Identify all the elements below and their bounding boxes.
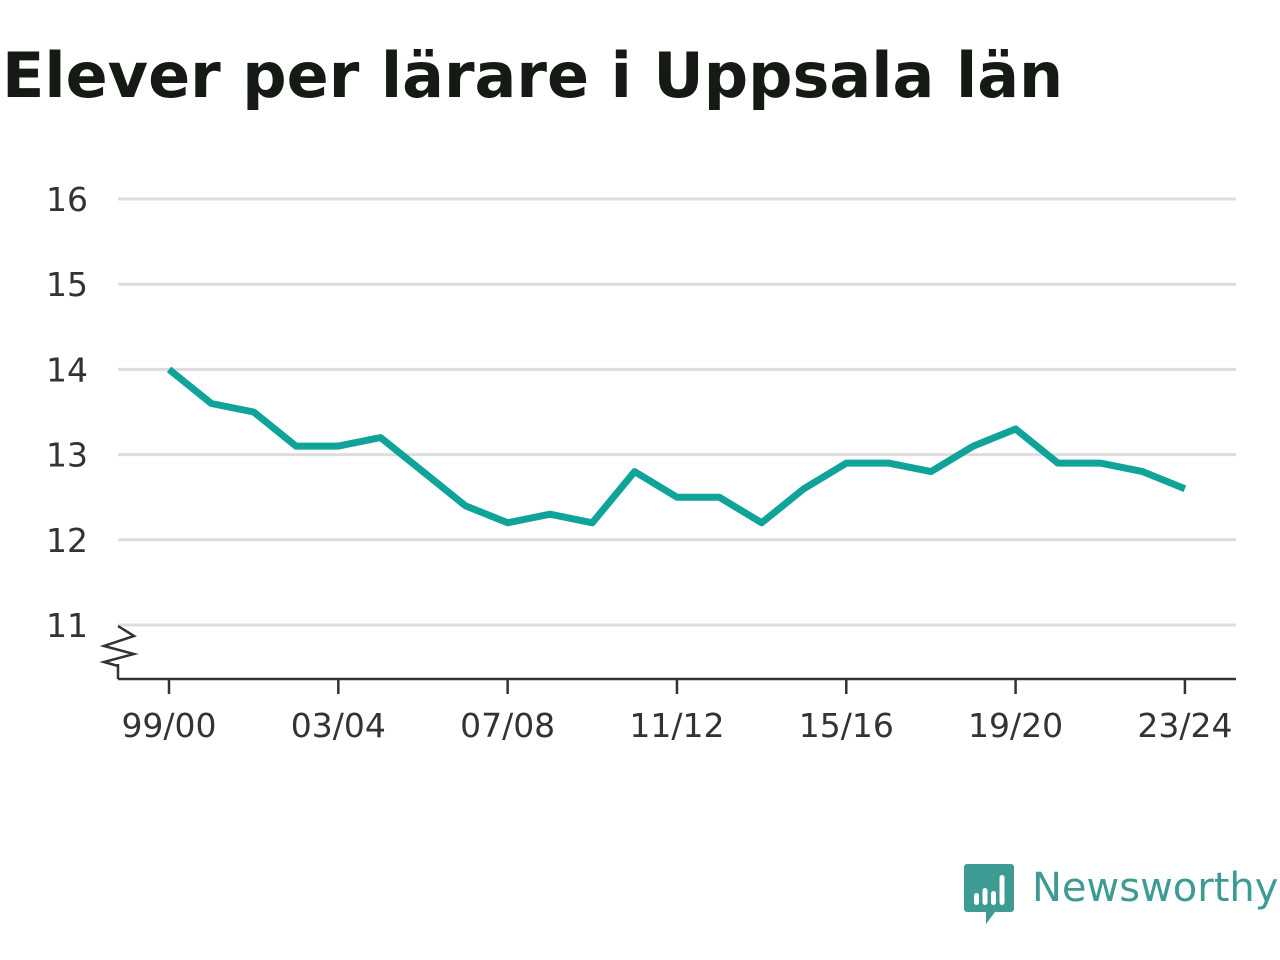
x-tick-label: 03/04 xyxy=(291,706,386,745)
x-tick-label: 11/12 xyxy=(629,706,724,745)
x-tick-label: 23/24 xyxy=(1137,706,1232,745)
y-tick-label: 15 xyxy=(46,265,88,304)
x-tick-label: 19/20 xyxy=(968,706,1063,745)
series-line xyxy=(166,366,1187,527)
bar-chart-speech-bubble-icon xyxy=(964,864,1014,924)
y-axis-break-icon xyxy=(99,624,139,668)
gridlines xyxy=(118,197,1236,627)
x-axis-ticks: 99/00 03/04 07/08 11/12 15/16 19/20 23/24 xyxy=(121,679,1232,745)
series-lines xyxy=(166,366,1187,527)
y-tick-label: 11 xyxy=(46,606,88,645)
y-axis-tick-labels: 11 12 13 14 15 16 xyxy=(46,180,88,645)
y-tick-label: 12 xyxy=(46,521,88,560)
x-tick-label: 07/08 xyxy=(460,706,555,745)
chart-title: Elever per lärare i Uppsala län xyxy=(2,39,1064,112)
y-tick-label: 14 xyxy=(46,350,88,389)
brand-logo: Newsworthy xyxy=(964,864,1278,926)
brand-name: Newsworthy xyxy=(1032,865,1279,911)
x-tick-label: 15/16 xyxy=(799,706,894,745)
y-tick-label: 13 xyxy=(46,436,88,475)
x-tick-label: 99/00 xyxy=(121,706,216,745)
x-axis xyxy=(99,624,1236,681)
y-tick-label: 16 xyxy=(46,180,88,219)
